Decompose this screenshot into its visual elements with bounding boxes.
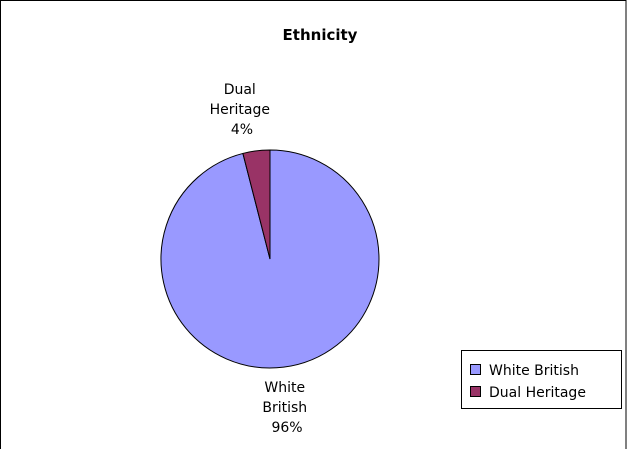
slice-label-dual-heritage: Dual Heritage 4% [210,82,275,138]
legend: White British Dual Heritage [461,350,622,409]
legend-box [461,350,622,409]
slice-label-white-british-line2: British [262,400,307,416]
pie-slice-dual-heritage [242,149,271,260]
slice-label-white-british: White British 96% [262,380,311,436]
slice-label-dual-heritage-line1: Dual [224,82,256,98]
legend-swatch-white-british [470,364,481,375]
slice-label-white-british-line1: White [264,380,305,396]
slice-label-dual-heritage-percent: 4% [231,122,253,138]
slice-label-dual-heritage-line2: Heritage [210,102,270,118]
slice-label-white-british-percent: 96% [271,420,302,436]
legend-swatch-dual-heritage [470,386,481,397]
legend-label-white-british: White British [489,363,579,379]
legend-label-dual-heritage: Dual Heritage [489,385,586,401]
pie [160,149,380,369]
chart-title: Ethnicity [283,26,358,44]
